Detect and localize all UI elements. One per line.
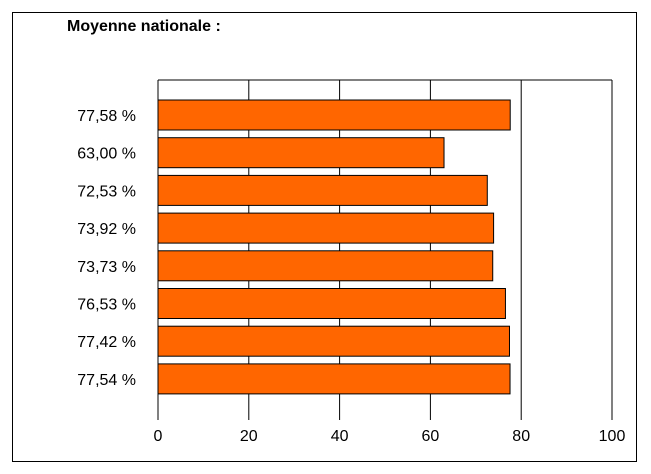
grid-lines — [248, 80, 613, 415]
bars — [157, 99, 511, 395]
bar-6 — [157, 288, 506, 319]
category-label-5: 73,73 % — [77, 259, 136, 276]
x-tick-label-100: 100 — [599, 428, 626, 445]
bar-1 — [157, 99, 511, 131]
bar-4 — [157, 212, 495, 244]
category-label-2: 63,00 % — [77, 146, 136, 163]
category-label-6: 76,53 % — [77, 297, 136, 314]
category-label-7: 77,42 % — [77, 334, 136, 351]
category-label-8: 77,54 % — [77, 372, 136, 389]
bar-3 — [157, 174, 488, 206]
bar-2 — [157, 137, 445, 169]
bar-8 — [157, 363, 511, 395]
bar-7 — [157, 325, 510, 357]
x-tick-label-80: 80 — [512, 428, 530, 445]
x-tick-label-0: 0 — [154, 428, 163, 445]
category-label-3: 72,53 % — [77, 183, 136, 200]
category-label-4: 73,92 % — [77, 221, 136, 238]
x-tick-label-40: 40 — [331, 428, 349, 445]
labels: 0 20 40 60 80 100 77,58 % 63,00 % 72,53 % 73,92 %… — [77, 108, 625, 445]
category-label-1: 77,58 % — [77, 108, 136, 125]
chart-title: Moyenne nationale : — [67, 18, 221, 35]
bar-5 — [157, 250, 494, 282]
x-tick-label-60: 60 — [422, 428, 440, 445]
x-tick-label-20: 20 — [240, 428, 258, 445]
axes — [157, 79, 613, 420]
